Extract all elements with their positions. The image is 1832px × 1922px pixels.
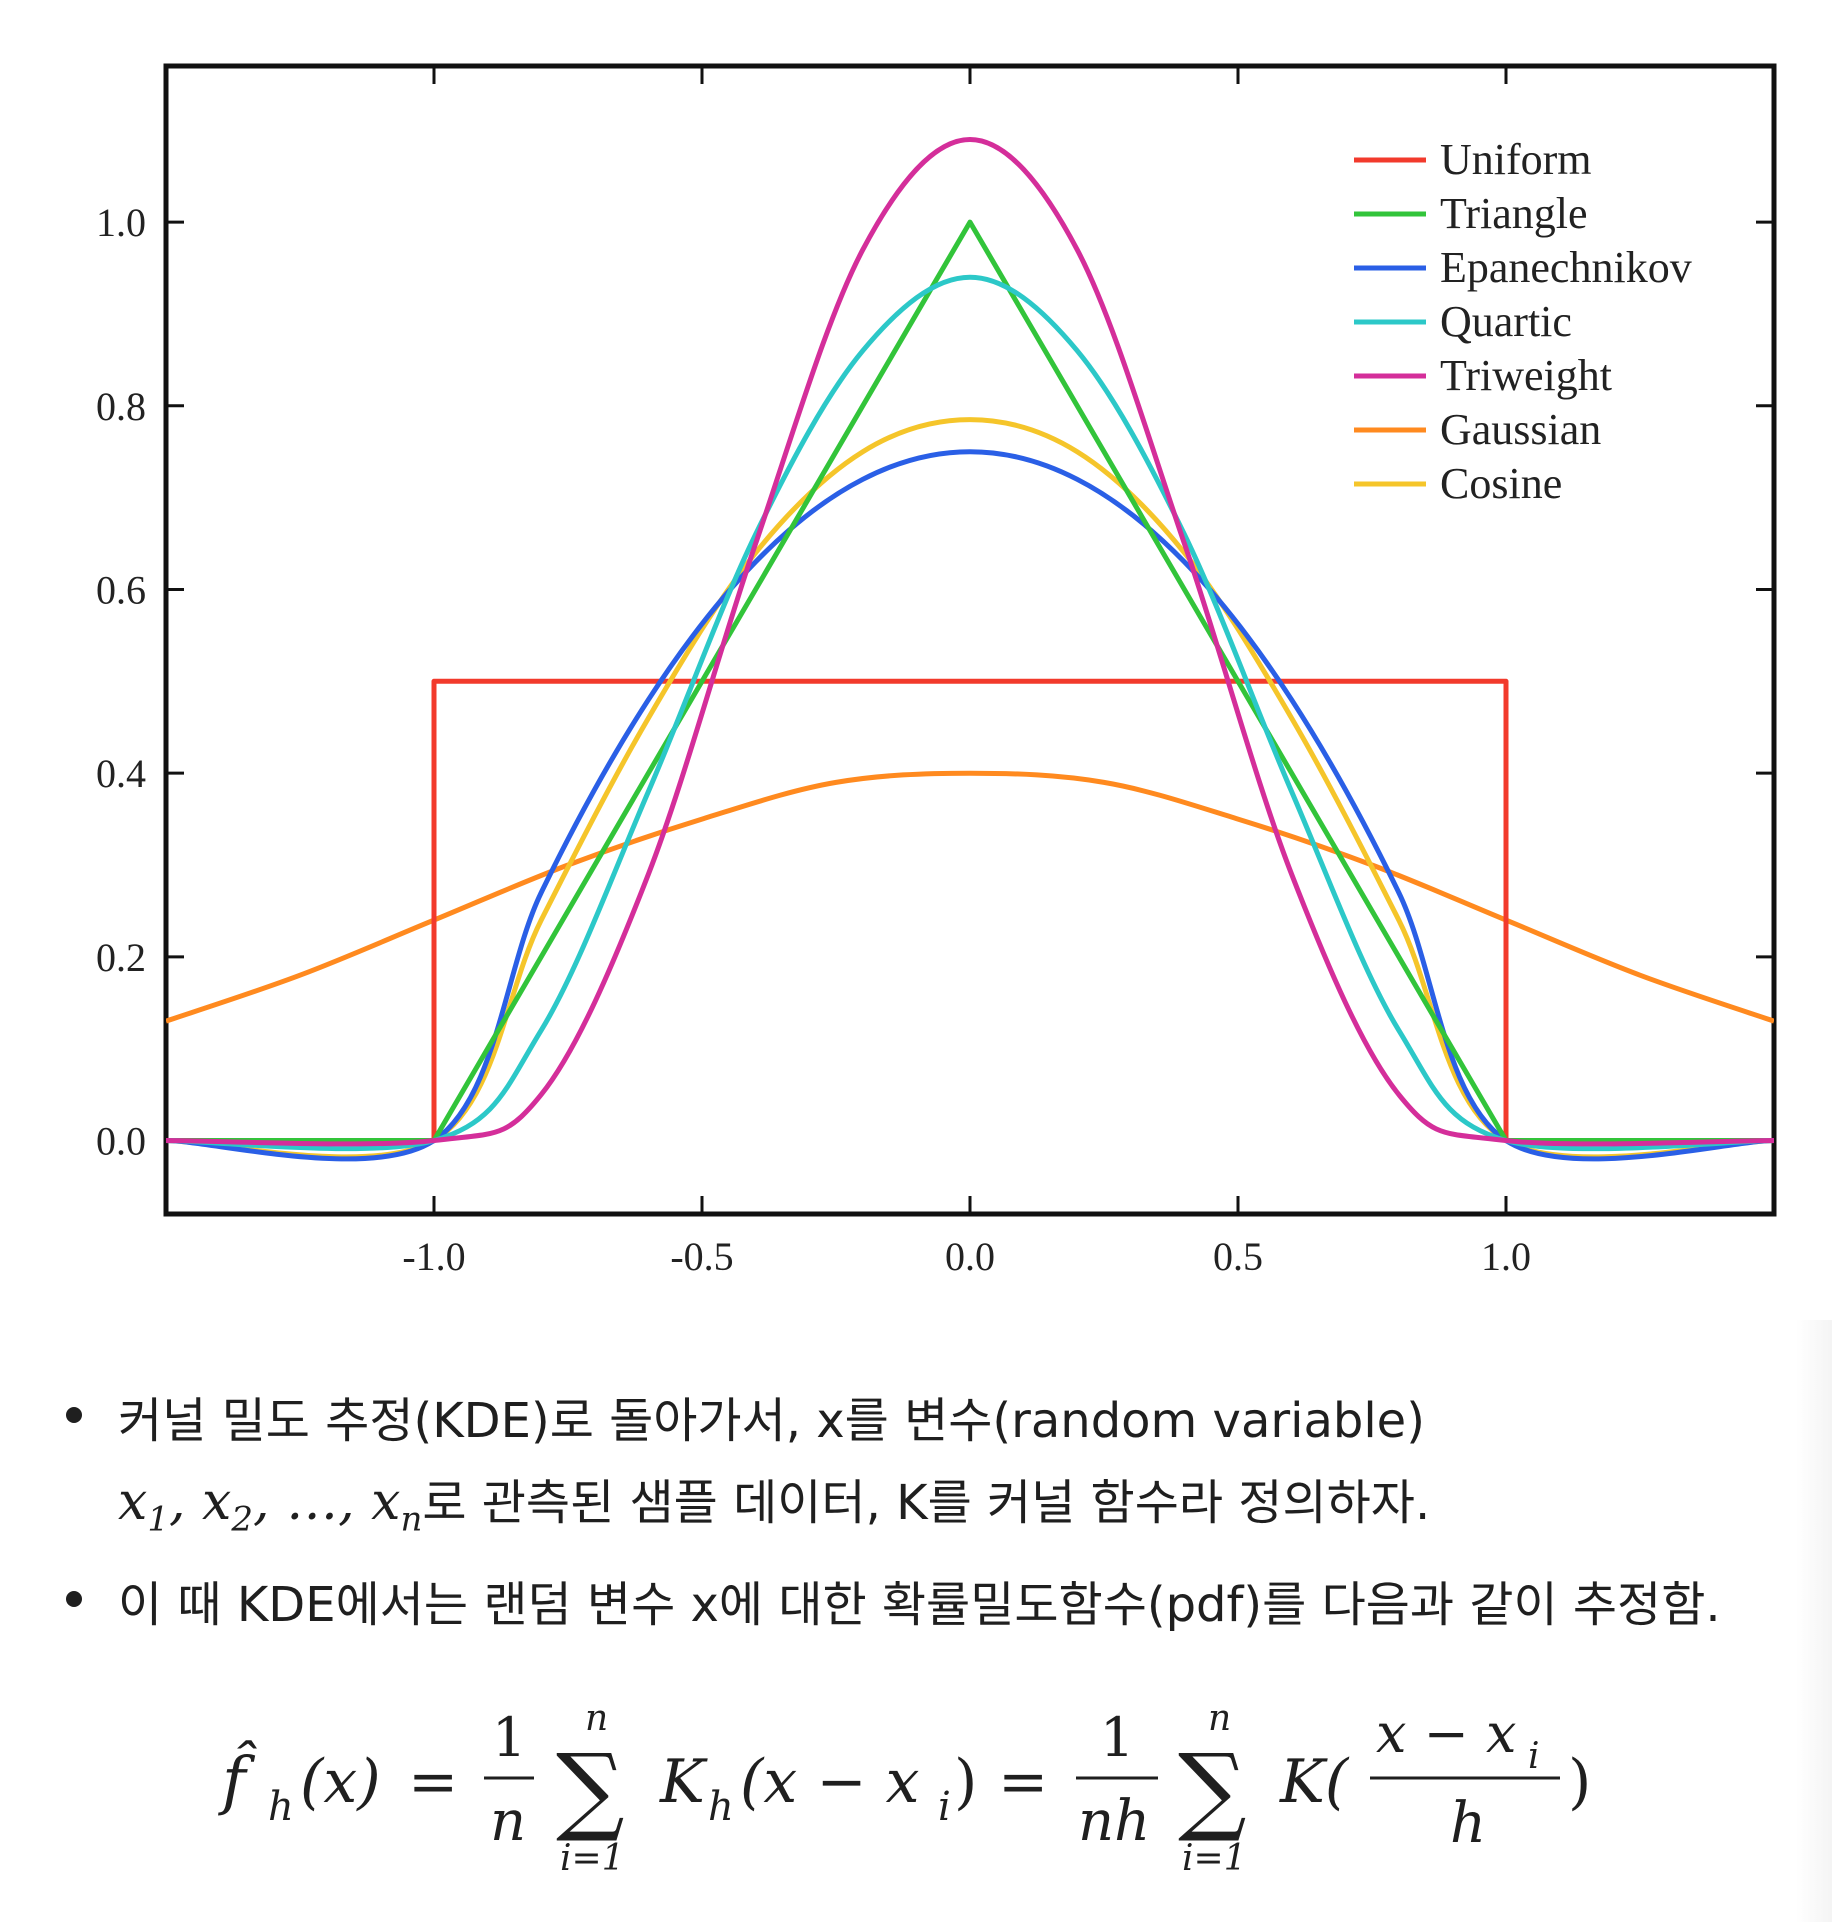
formula-kh-sub: h	[708, 1784, 734, 1830]
kde-formula: f̂ h (x) = 1 n n ∑ i=1 K h (x − x i ) = …	[218, 1698, 1591, 1879]
y-tick-label-3: 0.6	[96, 567, 146, 612]
bullet-1-line-2: x1, x2, …, xn로 관측된 샘플 데이터, K를 커널 함수라 정의하…	[118, 1472, 1431, 1540]
series-line-cosine	[166, 417, 1774, 1160]
series-line-quartic	[166, 274, 1774, 1152]
formula-frac-bottom: h	[1450, 1791, 1486, 1856]
plot-frame	[163, 63, 1777, 1217]
formula-sum-lower-2: i=1	[1182, 1838, 1247, 1879]
bullet-dot-2	[66, 1591, 82, 1607]
formula-kh: K	[659, 1747, 708, 1817]
legend-label-quartic: Quartic	[1440, 297, 1572, 346]
formula-eq-1: =	[408, 1747, 458, 1817]
x-tick-label-4: 1.0	[1481, 1234, 1531, 1279]
formula-one-1: 1	[492, 1706, 526, 1769]
sample-x1: x1	[118, 1472, 169, 1540]
legend-label-triangle: Triangle	[1440, 189, 1588, 238]
formula-n-1: n	[490, 1789, 526, 1854]
x-tick-label-1: -0.5	[670, 1234, 733, 1279]
formula-frac-top-sub: i	[1528, 1736, 1540, 1777]
formula-sum-upper-1: n	[585, 1698, 608, 1739]
x-tick-label-0: -1.0	[402, 1234, 465, 1279]
y-tick-label-2: 0.4	[96, 751, 146, 796]
formula-kh-arg-sub: i	[938, 1784, 951, 1830]
legend-label-uniform: Uniform	[1440, 135, 1592, 184]
series-line-epanechnikov	[166, 449, 1774, 1162]
axis-ticks: -1.0 -0.5 0.0 0.5 1.0 0.0 0.2 0.4 0.6 0.8 1.0	[96, 66, 1774, 1279]
kernel-chart: -1.0 -0.5 0.0 0.5 1.0 0.0 0.2 0.4 0.6 0.8 1.0 Unif…	[96, 63, 1777, 1279]
formula-fhat: f̂	[218, 1741, 257, 1818]
bullet-1-line-1: 커널 밀도 추정(KDE)로 돌아가서, x를 변수(random variab…	[118, 1393, 1425, 1449]
y-tick-label-0: 0.0	[96, 1119, 146, 1164]
ellipsis: …	[286, 1472, 339, 1532]
sample-x2: x2	[202, 1472, 253, 1540]
formula-k-close: )	[1568, 1747, 1591, 1817]
x-tick-label-3: 0.5	[1213, 1234, 1263, 1279]
formula-k: K(	[1279, 1747, 1350, 1817]
legend: Uniform Triangle Epanechnikov Quartic Triwei…	[1354, 135, 1692, 508]
formula-fhat-sub: h	[268, 1784, 294, 1830]
formula-sum-lower-1: i=1	[560, 1838, 625, 1879]
y-tick-label-4: 0.8	[96, 384, 146, 429]
series-line-triweight	[166, 137, 1774, 1147]
legend-label-gaussian: Gaussian	[1440, 405, 1601, 454]
series-layer	[166, 137, 1774, 1162]
formula-nh: nh	[1078, 1789, 1150, 1854]
y-tick-label-1: 0.2	[96, 935, 146, 980]
formula-one-2: 1	[1100, 1706, 1134, 1769]
bullet-dot-1	[66, 1407, 82, 1423]
sample-xn: xn	[371, 1472, 423, 1540]
formula-sum-upper-2: n	[1208, 1698, 1231, 1739]
formula-kh-arg: (x − x	[740, 1747, 920, 1817]
formula-lhs-arg: (x)	[300, 1747, 381, 1817]
legend-label-cosine: Cosine	[1440, 459, 1562, 508]
y-tick-label-5: 1.0	[96, 200, 146, 245]
x-tick-label-2: 0.0	[945, 1234, 995, 1279]
bullet-2-line: 이 때 KDE에서는 랜덤 변수 x에 대한 확률밀도함수(pdf)를 다음과 …	[118, 1577, 1721, 1633]
formula-kh-close: )	[954, 1747, 977, 1817]
formula-eq-2: =	[998, 1747, 1048, 1817]
series-line-triangle	[166, 219, 1774, 1143]
formula-frac-top: x − x	[1376, 1702, 1516, 1765]
bullet-1-line-2-text: 로 관측된 샘플 데이터, K를 커널 함수라 정의하자.	[422, 1475, 1431, 1531]
legend-label-triweight: Triweight	[1440, 351, 1612, 400]
formula-sum-1: ∑	[556, 1733, 625, 1845]
right-edge-shade	[1796, 1320, 1832, 1922]
formula-sum-2: ∑	[1178, 1733, 1247, 1845]
legend-label-epanechnikov: Epanechnikov	[1440, 243, 1692, 292]
